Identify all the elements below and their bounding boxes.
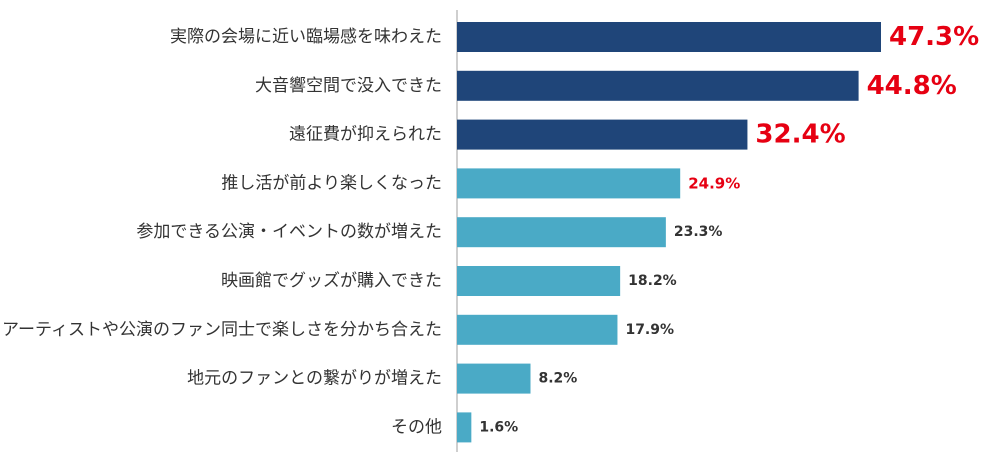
bar-4 <box>457 168 681 199</box>
category-label: 地元のファンとの繋がりが増えた <box>187 369 442 389</box>
value-label: 1.6% <box>479 419 518 435</box>
value-label: 24.9% <box>688 174 740 192</box>
value-label: 23.3% <box>674 224 723 240</box>
category-label: 実際の会場に近い臨場感を味わえた <box>170 27 442 47</box>
category-label: 遠征費が抑えられた <box>289 125 442 145</box>
value-label: 32.4% <box>755 120 845 150</box>
bar-1 <box>457 22 881 52</box>
bar-9 <box>457 412 472 443</box>
value-label: 18.2% <box>628 273 677 289</box>
value-label: 8.2% <box>539 371 578 387</box>
category-label: 推し活が前より楽しくなった <box>221 173 442 193</box>
category-label: 映画館でグッズが購入できた <box>221 271 442 291</box>
bar-2 <box>457 70 859 101</box>
value-label: 44.8% <box>867 71 957 101</box>
category-labels-group: 実際の会場に近い臨場感を味わえた大音響空間で没入できた遠征費が抑えられた推し活が… <box>2 27 442 437</box>
category-label: 大音響空間で没入できた <box>255 76 442 96</box>
value-labels-group: 47.3% 44.8% 32.4% 24.9% 23.3% 18.2% 17.9% 8.2% 1… <box>479 22 979 435</box>
bar-8 <box>457 363 531 394</box>
bar-5 <box>457 217 666 248</box>
bar-3 <box>457 119 748 150</box>
category-label: 参加できる公演・イベントの数が増えた <box>136 222 442 242</box>
bar-7 <box>457 314 618 345</box>
value-label: 47.3% <box>889 22 979 52</box>
bar-6 <box>457 266 621 296</box>
value-label: 17.9% <box>625 322 674 338</box>
category-label: アーティストや公演のファン同士で楽しさを分かち合えた <box>2 320 442 340</box>
category-label: その他 <box>391 417 442 437</box>
bars-group <box>457 22 881 443</box>
